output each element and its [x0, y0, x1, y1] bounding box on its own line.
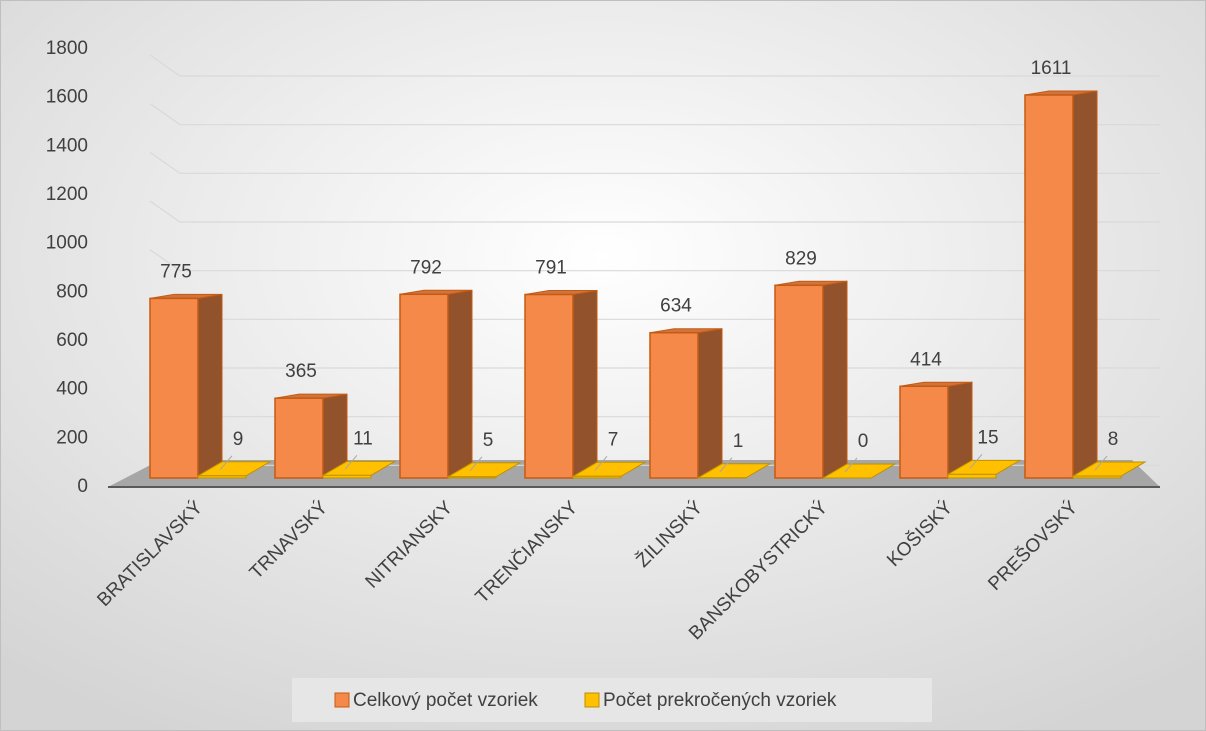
bar — [322, 474, 372, 479]
bar — [274, 397, 324, 479]
bar — [1072, 475, 1122, 479]
data-label: 1611 — [1031, 58, 1072, 79]
bar — [447, 476, 497, 479]
data-label: 792 — [410, 257, 442, 278]
bar-side — [447, 289, 473, 479]
legend-swatch — [334, 692, 350, 708]
bar-side — [822, 280, 848, 479]
y-tick-label: 1800 — [46, 38, 88, 59]
leader-line — [344, 454, 358, 470]
y-tick-label: 800 — [56, 281, 88, 302]
legend-label: Počet prekročených vzoriek — [603, 690, 837, 711]
bar — [399, 293, 449, 479]
leader-line — [1094, 455, 1108, 471]
bar — [774, 284, 824, 479]
bar — [899, 385, 949, 479]
grid-line — [149, 54, 1160, 77]
bar-side — [1072, 90, 1098, 479]
bar-top — [821, 463, 897, 479]
grid-line — [149, 151, 1160, 174]
leader-line — [844, 457, 858, 473]
y-tick-label: 1000 — [46, 233, 88, 254]
y-tick-label: 200 — [56, 427, 88, 448]
y-tick-label: 0 — [77, 476, 88, 497]
grid-line — [149, 103, 1160, 126]
data-label: 365 — [285, 361, 317, 382]
data-label: 1 — [733, 431, 744, 452]
y-tick-label: 1600 — [46, 87, 88, 108]
y-tick-label: 600 — [56, 330, 88, 351]
bar-side — [197, 293, 223, 479]
data-label: 829 — [785, 248, 817, 269]
bar — [572, 475, 622, 479]
y-tick-label: 1400 — [46, 135, 88, 156]
y-tick-label: 1200 — [46, 184, 88, 205]
data-label: 15 — [977, 427, 998, 448]
data-label: 414 — [910, 349, 942, 370]
data-label: 0 — [858, 431, 869, 452]
bar-side — [697, 328, 723, 479]
bar — [197, 475, 247, 479]
bar-side — [572, 289, 598, 479]
data-label: 9 — [233, 429, 244, 450]
bar — [1024, 94, 1074, 479]
legend-swatch — [584, 692, 600, 708]
legend-box — [292, 678, 932, 722]
leader-line — [969, 454, 983, 469]
data-label: 634 — [660, 296, 692, 317]
data-label: 7 — [608, 429, 619, 450]
data-label: 5 — [483, 430, 494, 451]
data-label: 11 — [353, 428, 373, 449]
data-label: 775 — [160, 261, 192, 282]
grid-line — [149, 200, 1160, 223]
y-tick-label: 400 — [56, 379, 88, 400]
bar — [149, 297, 199, 479]
data-label: 8 — [1108, 429, 1119, 450]
leader-line — [594, 455, 608, 471]
bar — [524, 293, 574, 479]
bar — [947, 473, 997, 479]
bar — [649, 331, 699, 479]
leader-line — [469, 456, 483, 472]
leader-line — [719, 457, 733, 473]
grid-line — [149, 249, 1160, 272]
data-label: 791 — [535, 258, 567, 279]
leader-line — [219, 455, 233, 471]
legend-label: Celkový počet vzoriek — [353, 690, 538, 711]
